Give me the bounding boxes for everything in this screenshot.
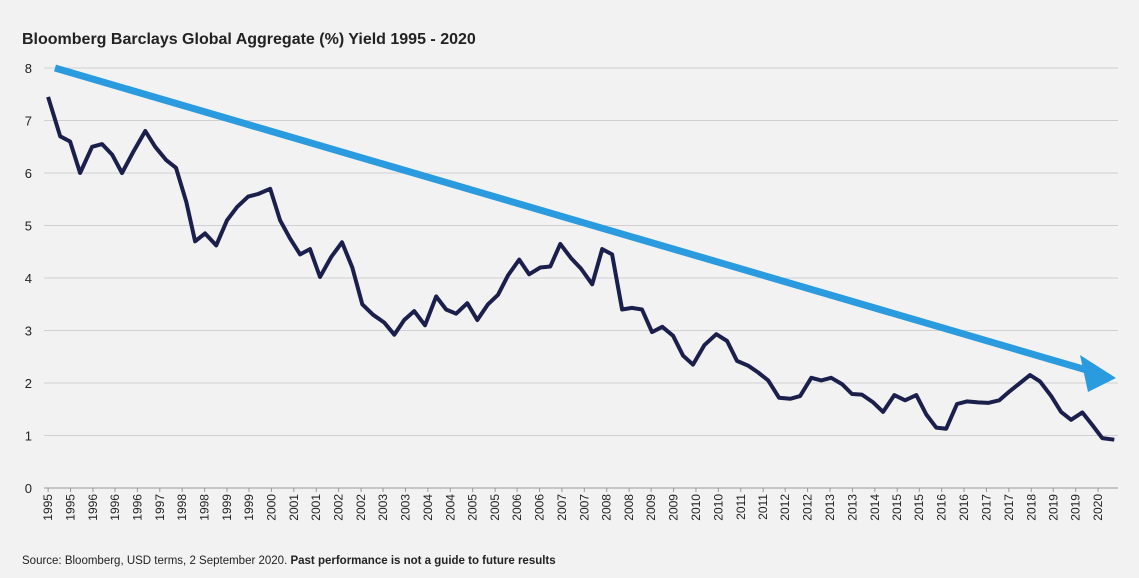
x-tick-label: 2020 xyxy=(1091,494,1105,521)
x-tick-label: 2007 xyxy=(555,494,569,521)
x-tick-label: 1996 xyxy=(130,494,144,521)
x-tick-label: 2011 xyxy=(756,494,770,520)
x-tick-label: 1998 xyxy=(198,494,212,521)
x-tick-label: 2019 xyxy=(1046,494,1060,521)
y-tick-label: 6 xyxy=(25,166,32,181)
y-tick-label: 3 xyxy=(25,324,32,339)
x-tick-label: 2008 xyxy=(600,494,614,521)
x-tick-label: 1995 xyxy=(41,494,55,521)
source-note: Source: Bloomberg, USD terms, 2 Septembe… xyxy=(22,555,556,567)
x-tick-label: 2006 xyxy=(533,494,547,521)
y-tick-label: 7 xyxy=(25,114,32,129)
x-tick-label: 1999 xyxy=(242,494,256,521)
x-tick-label: 2011 xyxy=(734,494,748,520)
x-tick-label: 2007 xyxy=(577,494,591,521)
x-tick-label: 2015 xyxy=(890,494,904,521)
x-tick-label: 1998 xyxy=(175,494,189,521)
x-tick-label: 2002 xyxy=(354,494,368,521)
x-tick-label: 1996 xyxy=(108,494,122,521)
x-tick-label: 2013 xyxy=(823,494,837,521)
x-tick-label: 2001 xyxy=(287,494,301,521)
x-tick-label: 2010 xyxy=(689,494,703,521)
yield-line xyxy=(46,96,1115,442)
x-tick-label: 2019 xyxy=(1069,494,1083,521)
x-tick-label: 2014 xyxy=(868,494,882,521)
y-tick-label: 8 xyxy=(25,61,32,76)
x-tick-label: 2016 xyxy=(935,494,949,521)
x-tick-label: 2003 xyxy=(376,494,390,521)
y-tick-label: 4 xyxy=(25,271,32,286)
plot-area: 0 1 2 3 4 5 6 7 8 1995 1995 1996 1996 1996 1997 1998 199… xyxy=(25,58,1118,521)
x-tick-label: 2009 xyxy=(644,494,658,521)
trend-arrow-head xyxy=(1080,355,1116,392)
x-tick-label: 2004 xyxy=(443,494,457,521)
source: Source: Bloomberg, USD terms, 2 Septembe… xyxy=(22,555,287,567)
x-tick-label: 1997 xyxy=(153,494,167,521)
plot-background xyxy=(44,58,1118,488)
x-tick-label: 2012 xyxy=(801,494,815,521)
x-tick-label: 2005 xyxy=(488,494,502,521)
x-tick-label: 2000 xyxy=(264,494,278,521)
x-tick-label: 2015 xyxy=(912,494,926,521)
x-tick-label: 1996 xyxy=(86,494,100,521)
y-tick-label: 2 xyxy=(25,376,32,391)
x-tick-label: 2010 xyxy=(711,494,725,521)
x-tick-label: 2001 xyxy=(309,494,323,521)
x-tick-label: 2017 xyxy=(1002,494,1016,521)
x-tick-label: 2002 xyxy=(332,494,346,521)
x-tick-label: 2016 xyxy=(957,494,971,521)
x-tick-label: 2018 xyxy=(1024,494,1038,521)
x-tick-label: 1995 xyxy=(64,494,78,521)
x-tick-label: 2006 xyxy=(510,494,524,521)
x-tick-label: 2017 xyxy=(979,494,993,521)
x-tick-label: 2003 xyxy=(398,494,412,521)
trend-arrow xyxy=(54,64,1091,375)
y-tick-label: 0 xyxy=(25,481,32,496)
chart-title: Bloomberg Barclays Global Aggregate (%) … xyxy=(22,31,476,48)
x-tick-label: 1999 xyxy=(220,494,234,521)
y-tick-label: 1 xyxy=(25,429,32,444)
x-tick-label: 2009 xyxy=(667,494,681,521)
x-tick-label: 2004 xyxy=(421,494,435,521)
x-tick-label: 2005 xyxy=(466,494,480,521)
x-tick-label: 2008 xyxy=(622,494,636,521)
y-tick-label: 5 xyxy=(25,219,32,234)
x-tick-label: 2012 xyxy=(778,494,792,521)
x-tick-label: 2013 xyxy=(845,494,859,521)
disclaimer: Past performance is not a guide to futur… xyxy=(290,555,555,567)
